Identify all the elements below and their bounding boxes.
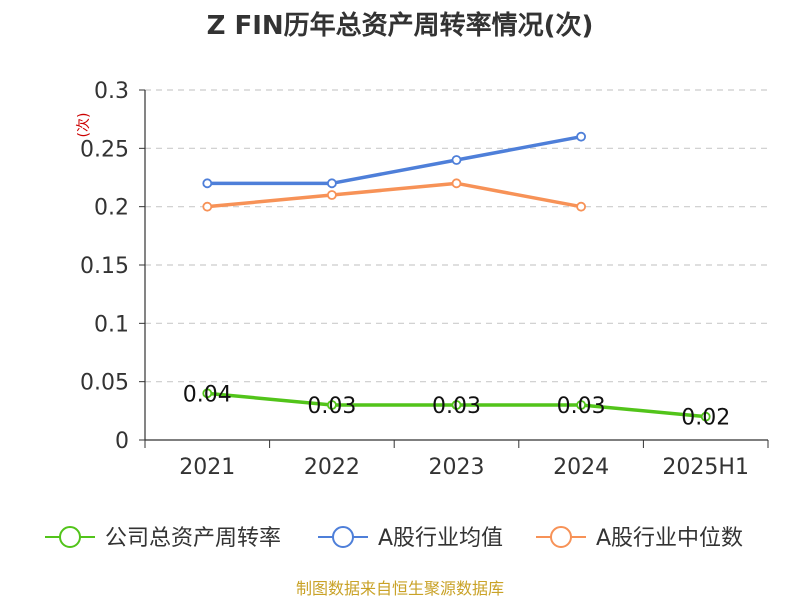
legend-marker <box>550 526 572 548</box>
x-tick-label: 2025H1 <box>662 455 749 480</box>
y-tick-label: 0.1 <box>94 312 129 337</box>
data-point <box>700 411 711 422</box>
legend-item: A股行业均值 <box>318 526 503 551</box>
y-tick-label: 0.3 <box>94 79 129 104</box>
data-point <box>326 400 337 410</box>
data-point <box>326 190 337 200</box>
series-line <box>207 181 582 209</box>
data-label: 0.04 <box>183 382 232 407</box>
legend-marker <box>59 526 81 548</box>
y-tick-label: 0.2 <box>94 196 129 221</box>
data-point <box>202 178 213 189</box>
data-label: 0.02 <box>681 406 730 431</box>
x-tick-label: 2021 <box>179 455 235 480</box>
x-tick-label: 2024 <box>553 455 609 480</box>
y-tick-label: 0.25 <box>80 137 129 162</box>
y-tick-label: 0.05 <box>80 371 129 396</box>
series-2 <box>202 131 586 189</box>
series-3 <box>202 178 586 212</box>
y-tick-label: 0.15 <box>80 254 129 279</box>
series-group: 0.04 0.03 0.03 0.03 0.02 <box>183 131 730 431</box>
legend-marker <box>332 526 354 548</box>
legend-label: A股行业中位数 <box>596 526 743 551</box>
x-tick-labels: 2021 2022 2023 2024 2025H1 <box>179 455 749 480</box>
legend-label: A股行业均值 <box>378 526 503 551</box>
data-point <box>326 178 337 189</box>
legend: 公司总资产周转率 A股行业均值 A股行业中位数 <box>45 526 743 551</box>
legend-item: 公司总资产周转率 <box>45 526 281 551</box>
chart-title: Z FIN历年总资产周转率情况(次) <box>207 10 594 41</box>
data-label: 0.03 <box>307 394 356 419</box>
data-point <box>576 131 586 142</box>
x-tick-label: 2023 <box>429 455 485 480</box>
data-point <box>202 201 213 212</box>
data-point <box>576 201 586 212</box>
data-point <box>451 400 462 410</box>
data-label: 0.03 <box>432 394 481 419</box>
axes <box>139 89 769 448</box>
y-axis-unit: (次) <box>76 113 92 138</box>
data-point <box>576 400 586 410</box>
series-1: 0.04 0.03 0.03 0.03 0.02 <box>183 382 730 430</box>
legend-item: A股行业中位数 <box>536 526 743 551</box>
source-note: 制图数据来自恒生聚源数据库 <box>296 579 504 598</box>
legend-label: 公司总资产周转率 <box>105 526 281 551</box>
data-label: 0.03 <box>557 394 606 419</box>
y-tick-label: 0 <box>115 429 129 454</box>
x-tick-label: 2022 <box>304 455 360 480</box>
data-point <box>202 388 213 399</box>
data-point <box>451 178 462 189</box>
data-point <box>451 155 462 165</box>
y-tick-labels: 0 0.05 0.1 0.15 0.2 0.25 0.3 <box>80 79 129 454</box>
series-line <box>207 134 582 186</box>
grid-lines <box>145 89 768 383</box>
